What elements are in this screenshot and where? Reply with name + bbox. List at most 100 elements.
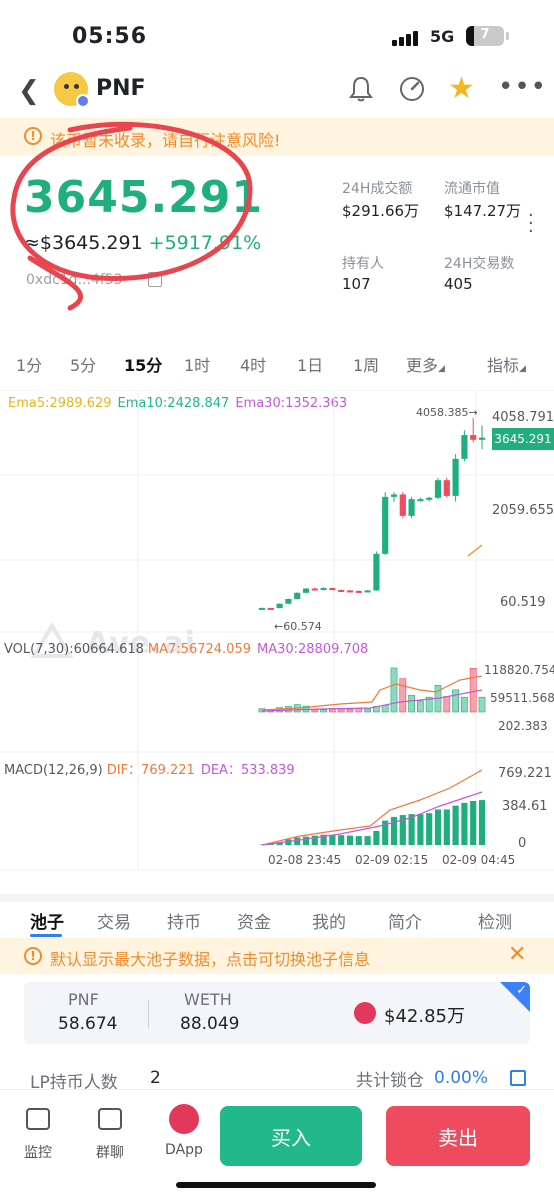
candle-body xyxy=(390,494,398,497)
tab-more[interactable]: 更多◢ xyxy=(406,356,445,375)
copy-icon[interactable] xyxy=(148,272,162,287)
ma7-label: MA7:56724.059 xyxy=(147,642,251,657)
volume-bar xyxy=(381,705,389,713)
tab-1w[interactable]: 1周 xyxy=(353,356,380,375)
macd-bar xyxy=(364,836,371,845)
tab-indicators-label: 指标 xyxy=(487,356,520,375)
volume-bar xyxy=(408,695,415,713)
macd-bar xyxy=(355,836,362,845)
active-tab-underline xyxy=(30,934,62,937)
macd-legend: MACD(12,26,9) DIF：769.221 DEA：533.839 xyxy=(4,759,295,778)
candle-body xyxy=(320,588,327,591)
macd-axis-top: 769.221 xyxy=(498,766,552,781)
volume-bar xyxy=(425,696,433,713)
token-header: ❮ PNF ★ ••• xyxy=(0,64,554,116)
macd-bar xyxy=(338,835,345,845)
pool-divider xyxy=(148,1000,149,1028)
timeframe-tabs: 1分 5分 15分 1时 4时 1日 1周 更多◢ 指标◢ xyxy=(0,352,554,376)
sell-button[interactable]: 卖出 xyxy=(386,1106,530,1166)
macd-bar xyxy=(417,814,424,845)
usd-price: ≈$3645.291 xyxy=(24,232,143,254)
candle-body xyxy=(470,435,477,440)
tab-indicators[interactable]: 指标◢ xyxy=(487,356,526,375)
tab-4h[interactable]: 4时 xyxy=(240,356,267,375)
tab-1h[interactable]: 1时 xyxy=(184,356,211,375)
macd-bar xyxy=(311,835,318,845)
pool-notice-bar[interactable]: ! 默认显示最大池子数据，点击可切换池子信息 ✕ xyxy=(0,938,554,974)
macd-bar xyxy=(426,813,433,845)
tab-1d[interactable]: 1日 xyxy=(297,356,324,375)
volume-bar xyxy=(452,689,459,713)
candle-body xyxy=(408,499,415,516)
tab-security-check[interactable]: 检测 xyxy=(478,913,512,933)
tab-mine[interactable]: 我的 xyxy=(312,913,346,933)
battery-level: 7 xyxy=(480,27,490,42)
candle-body xyxy=(373,553,380,591)
monitor-button[interactable]: 监控 xyxy=(8,1108,68,1162)
dif-label: DIF：769.221 xyxy=(106,763,195,778)
macd-bar xyxy=(302,836,310,845)
lp-row: LP持币人数 2 共计锁仓 0.00% xyxy=(0,1066,554,1094)
macd-bar xyxy=(320,834,327,845)
macd-bar xyxy=(434,809,442,845)
candle-body xyxy=(399,494,406,516)
volume-bar xyxy=(346,709,354,713)
tab-1m[interactable]: 1分 xyxy=(16,356,43,375)
group-chat-label: 群聊 xyxy=(96,1145,124,1161)
candle-body xyxy=(461,435,468,459)
tab-holders[interactable]: 持币 xyxy=(167,913,201,933)
macd-bar xyxy=(461,802,468,845)
gauge-icon[interactable] xyxy=(397,74,427,104)
home-indicator xyxy=(176,1182,376,1188)
ma30-line xyxy=(261,689,483,712)
token-symbol: PNF xyxy=(96,76,146,101)
tab-pool[interactable]: 池子 xyxy=(30,913,64,933)
ave-watermark: Ave.ai xyxy=(86,626,196,661)
tab-trades[interactable]: 交易 xyxy=(97,913,131,933)
vol-label: VOL(7,30):60664.618 xyxy=(4,642,144,657)
stats-more-icon[interactable]: · · · xyxy=(528,205,534,242)
ema-legend: Ema5:2989.629 Ema10:2428.847 Ema30:1352.36… xyxy=(8,396,347,411)
contract-address[interactable]: 0xdc1d...4f53 xyxy=(26,272,123,288)
bell-icon[interactable] xyxy=(346,74,376,104)
external-link-icon[interactable] xyxy=(510,1070,526,1086)
tab-15m[interactable]: 15分 xyxy=(124,356,163,375)
candle-body xyxy=(276,603,283,609)
candle-body xyxy=(294,592,301,599)
candle-body xyxy=(478,437,486,440)
volume-bar xyxy=(399,678,407,713)
selected-corner xyxy=(500,982,530,1012)
status-bar: 05:56 5G 7 xyxy=(0,0,554,70)
dea-label: DEA：533.839 xyxy=(200,763,295,778)
pool-card[interactable]: PNF 58.674 WETH 88.049 $42.85万 ✓ xyxy=(24,982,530,1044)
stat-value: $291.66万 xyxy=(342,202,420,220)
volume-bar xyxy=(417,700,424,713)
volume-bar xyxy=(443,696,451,713)
price-axis-bottom: 60.519 xyxy=(500,595,546,610)
status-time: 05:56 xyxy=(72,24,148,49)
monitor-icon xyxy=(26,1108,50,1130)
candle-body xyxy=(258,607,266,610)
battery-tip xyxy=(506,32,509,40)
current-price: 3645.291 xyxy=(24,172,264,223)
ema30-label: Ema30:1352.363 xyxy=(235,396,348,411)
group-chat-button[interactable]: 群聊 xyxy=(80,1108,140,1162)
volume-bar xyxy=(461,696,468,713)
dapp-button[interactable]: DApp xyxy=(154,1104,214,1158)
tab-funds[interactable]: 资金 xyxy=(237,913,271,933)
tab-5m[interactable]: 5分 xyxy=(70,356,97,375)
close-icon[interactable]: ✕ xyxy=(508,942,527,967)
price-chart[interactable] xyxy=(0,390,554,880)
volume-bar xyxy=(355,708,363,713)
tab-intro[interactable]: 简介 xyxy=(388,913,422,933)
vol-axis-bottom: 202.383 xyxy=(498,719,548,733)
network-type: 5G xyxy=(430,27,455,46)
more-icon[interactable]: ••• xyxy=(498,72,548,102)
back-icon[interactable]: ❮ xyxy=(18,76,40,106)
favorite-star-icon[interactable]: ★ xyxy=(448,71,475,106)
tab-more-label: 更多 xyxy=(406,356,439,375)
buy-button[interactable]: 买入 xyxy=(220,1106,362,1166)
macd-bar xyxy=(470,801,477,845)
stat-value: 405 xyxy=(444,275,473,293)
dapp-label: DApp xyxy=(165,1142,203,1158)
